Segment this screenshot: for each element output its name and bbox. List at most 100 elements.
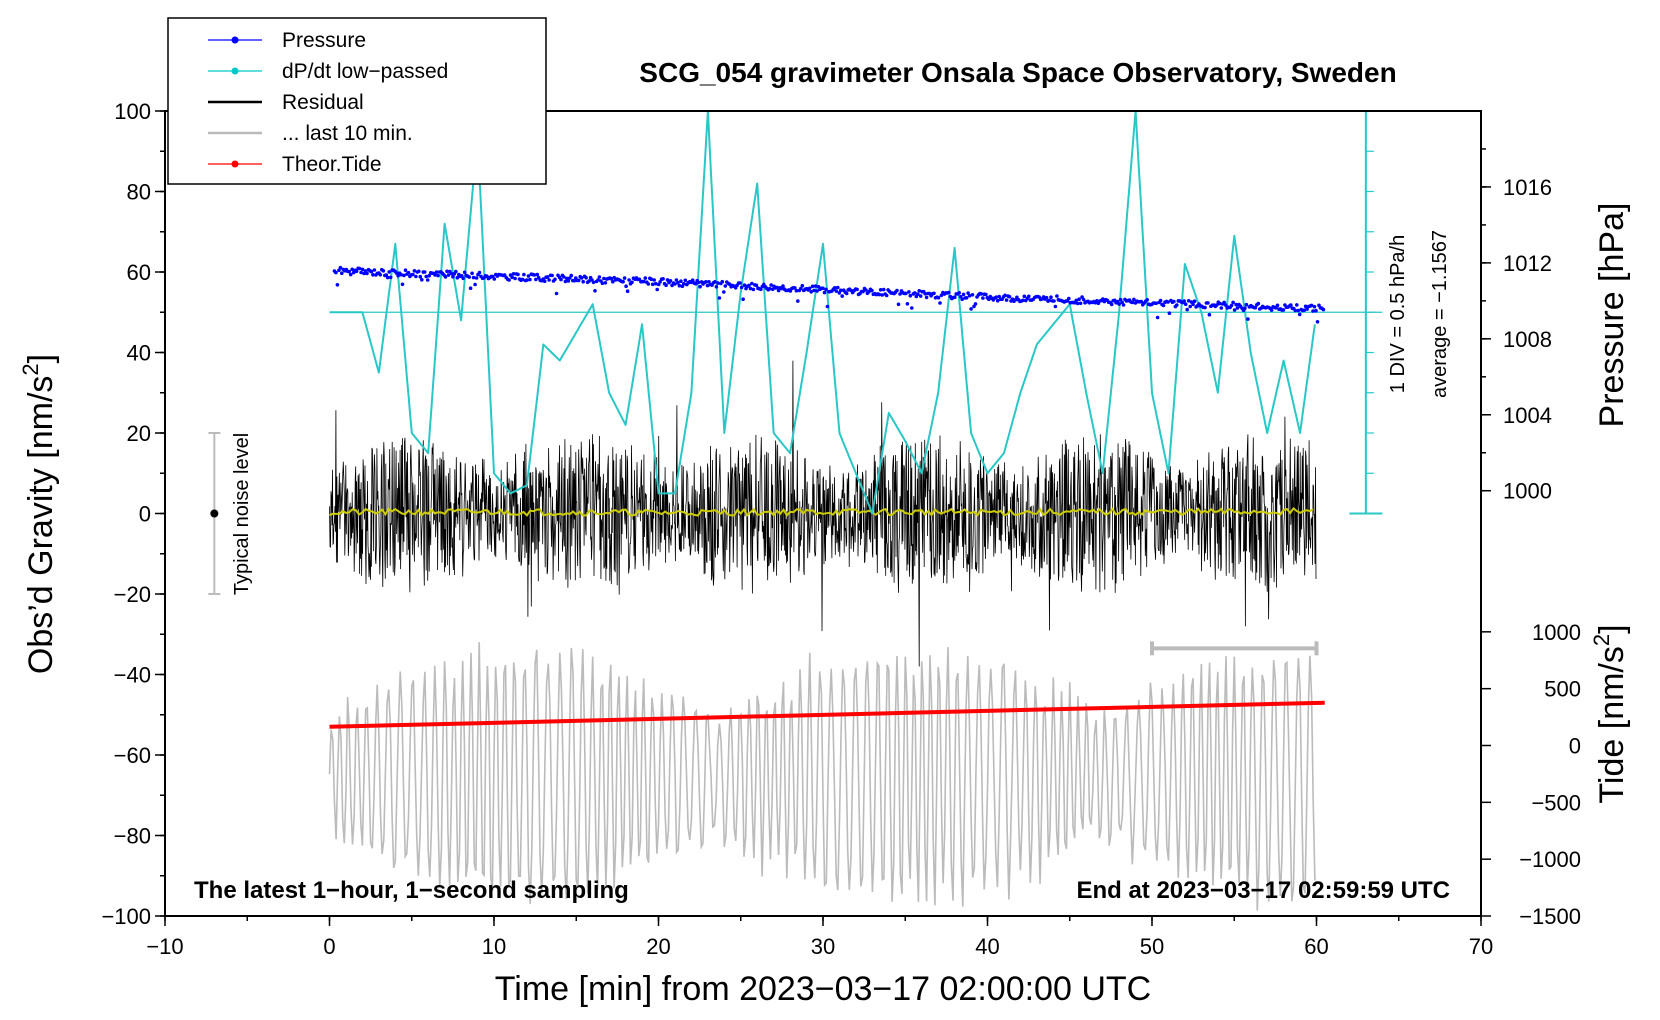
pressure-point — [910, 306, 914, 310]
pressure-point — [650, 282, 655, 287]
residual-series — [329, 360, 1317, 667]
y-tick-label: 60 — [127, 260, 151, 285]
pressure-point — [855, 287, 859, 292]
pressure-point — [793, 286, 797, 290]
pressure-point — [1077, 297, 1081, 302]
pressure-point — [840, 294, 844, 298]
pressure-point — [446, 273, 451, 277]
pressure-point — [652, 278, 656, 282]
pressure-point — [918, 294, 923, 298]
pressure-point — [553, 277, 557, 282]
pressure-point — [1231, 300, 1235, 305]
legend-label: Pressure — [282, 29, 366, 52]
pressure-point — [335, 283, 340, 287]
pressure-tick-label: 1000 — [1503, 479, 1552, 504]
pressure-point — [1309, 303, 1314, 308]
pressure-point — [402, 273, 406, 278]
pressure-point — [964, 296, 969, 300]
pressure-point — [807, 286, 812, 291]
bottom-left-note: The latest 1−hour, 1−second sampling — [194, 877, 629, 904]
pressure-point — [896, 302, 901, 307]
pressure-point — [360, 267, 365, 272]
last-10-min-series — [328, 642, 1316, 911]
tide-line — [329, 700, 1325, 729]
pressure-point — [334, 270, 338, 275]
pressure-point — [547, 278, 551, 282]
pressure-point — [1321, 307, 1326, 312]
y-axis-title-tide: Tide [nm/s2] — [1589, 624, 1631, 803]
pressure-point — [449, 271, 454, 276]
pressure-point — [776, 288, 781, 293]
pressure-point — [939, 293, 944, 298]
pressure-point — [340, 271, 344, 276]
pressure-point — [707, 280, 711, 284]
pressure-point — [895, 288, 899, 293]
pressure-point — [622, 276, 627, 280]
pressure-point — [427, 273, 432, 278]
pressure-point — [742, 283, 747, 288]
pressure-point — [1004, 298, 1009, 302]
pressure-point — [1161, 303, 1166, 308]
pressure-point — [767, 286, 772, 291]
pressure-point — [997, 294, 1001, 299]
pressure-point — [665, 278, 670, 282]
legend-label: Theor.Tide — [282, 153, 382, 176]
pressure-point — [1275, 303, 1280, 308]
pressure-point — [770, 287, 775, 292]
y-axis-title-left: Obs’d Gravity [nm/s2] — [18, 354, 60, 674]
tide-tick-label: −1000 — [1519, 847, 1581, 872]
pressure-point — [563, 279, 568, 284]
pressure-point — [550, 273, 554, 278]
dpdt-line — [329, 110, 1316, 515]
pressure-point — [1235, 306, 1240, 310]
pressure-point — [1047, 298, 1052, 303]
pressure-point — [477, 270, 482, 275]
pressure-point — [837, 291, 842, 295]
pressure-point — [596, 278, 600, 282]
pressure-point — [741, 297, 745, 302]
pressure-point — [593, 289, 597, 293]
pressure-point — [510, 275, 514, 280]
pressure-point — [365, 271, 369, 276]
y-tick-label: −20 — [114, 582, 151, 607]
pressure-point — [337, 268, 341, 273]
pressure-point — [748, 286, 753, 291]
pressure-point — [810, 284, 815, 289]
bottom-right-note: End at 2023−03−17 02:59:59 UTC — [1076, 877, 1450, 904]
pressure-point — [794, 288, 799, 293]
pressure-point — [385, 275, 390, 280]
legend-marker — [231, 67, 239, 75]
pressure-point — [716, 281, 720, 285]
pressure-point — [1075, 301, 1080, 306]
pressure-point — [799, 286, 803, 291]
pressure-point — [621, 279, 625, 284]
legend-label: Residual — [282, 91, 364, 114]
y-tick-label: 100 — [114, 99, 151, 124]
y-tick-label: −100 — [101, 904, 151, 929]
pressure-point — [1222, 300, 1226, 305]
pressure-point — [587, 279, 591, 283]
pressure-point — [646, 282, 651, 286]
pressure-point — [800, 283, 805, 288]
residual-line — [329, 360, 1317, 667]
pressure-point — [1167, 311, 1172, 316]
pressure-point — [381, 269, 386, 273]
pressure-point — [1081, 297, 1086, 302]
pressure-point — [812, 288, 816, 293]
pressure-point — [844, 291, 849, 296]
pressure-point — [668, 279, 673, 283]
pressure-point — [1055, 294, 1059, 298]
pressure-point — [981, 296, 985, 300]
pressure-point — [908, 293, 913, 298]
pressure-point — [1182, 299, 1186, 303]
x-tick-label: −10 — [146, 934, 183, 959]
pressure-point — [1007, 294, 1012, 299]
pressure-point — [424, 274, 429, 279]
pressure-point — [1188, 304, 1192, 309]
legend-marker — [231, 160, 239, 168]
pressure-point — [1246, 317, 1250, 321]
pressure-point — [572, 278, 577, 283]
pressure-point — [833, 286, 837, 290]
pressure-point — [821, 286, 825, 291]
pressure-point — [399, 272, 403, 277]
